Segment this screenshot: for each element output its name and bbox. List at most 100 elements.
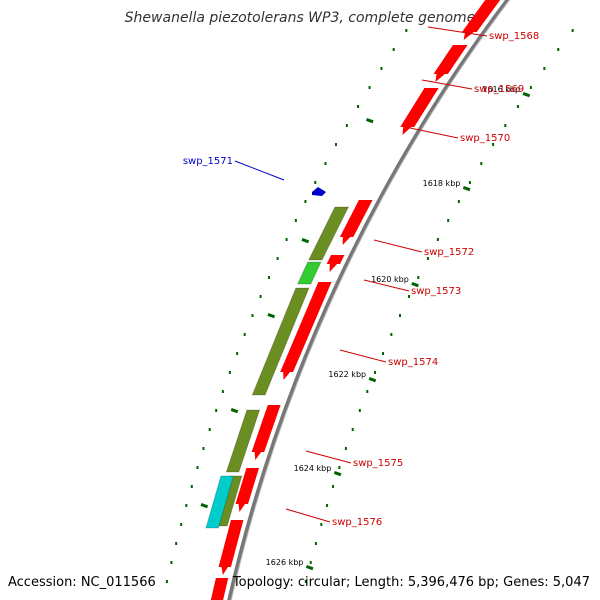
inner-scale-dot (457, 200, 460, 203)
inner-scale-dot (504, 124, 507, 127)
outer-scale-dot (324, 162, 327, 165)
outer-scale-dot (304, 200, 307, 203)
map-title: Shewanella piezotolerans WP3, complete g… (125, 10, 476, 26)
forward-cds-arrow (326, 255, 345, 272)
outer-scale-dot (276, 257, 279, 260)
inner-scale-dot (338, 466, 341, 469)
inner-scale-dot (314, 542, 317, 545)
gene-leader-line (427, 26, 488, 37)
outer-scale-dot (236, 352, 239, 355)
inner-scale-dot (390, 333, 393, 336)
gene-label: swp_1576 (332, 517, 382, 528)
scale-dot-ring (165, 29, 574, 583)
outer-scale-dot (202, 447, 205, 450)
backbone-arc (227, 0, 511, 600)
inner-scale-dot (417, 276, 420, 279)
outer-scale-dot (190, 485, 193, 488)
tick-label: 1616 kbp (482, 85, 520, 94)
forward-cds-arrow (218, 520, 244, 575)
gene-label: swp_1574 (388, 357, 438, 368)
gene-leader-line (234, 160, 285, 181)
inner-scale-dot (492, 143, 495, 146)
gene-label: swp_1573 (411, 286, 461, 297)
outer-scale-dot (185, 504, 188, 507)
outer-scale-dot (357, 105, 360, 108)
outer-scale-dot (175, 542, 178, 545)
gene-leader-line (363, 279, 410, 292)
gene-leader-line (421, 79, 473, 90)
forward-cds-arrow (210, 578, 229, 600)
inner-scale-dot (309, 561, 312, 564)
feature-bar-olive (225, 409, 261, 473)
major-tick-mark (305, 565, 314, 571)
major-tick-mark (522, 92, 531, 98)
outer-scale-dot (215, 409, 218, 412)
outer-scale-dot (405, 29, 408, 32)
outer-track-mark (200, 503, 209, 509)
major-tick-mark (411, 282, 419, 288)
gene-label: swp_1569 (474, 84, 524, 95)
inner-scale-dot (332, 485, 335, 488)
inner-scale-dot (399, 314, 402, 317)
outer-scale-dot (334, 143, 337, 146)
gene-label: swp_1575 (353, 458, 403, 469)
accession-text: Accession: NC_011566 (8, 575, 156, 590)
forward-cds-arrow (400, 88, 439, 135)
feature-bar-cyan (205, 475, 235, 529)
inner-scale-dot (447, 219, 450, 222)
forward-cds-arrow (280, 282, 332, 380)
genome-backbone (227, 0, 511, 600)
outer-track-mark (365, 118, 374, 124)
gene-leader-line (285, 508, 331, 523)
inner-scale-dot (358, 409, 361, 412)
major-tick-mark (368, 377, 377, 383)
inner-scale-dot (480, 162, 483, 165)
genome-summary-text: Topology: circular; Length: 5,396,476 bp… (232, 575, 590, 590)
forward-cds-arrow (433, 45, 468, 82)
major-tick-mark (462, 186, 471, 192)
inner-scale-dot (571, 29, 574, 32)
outer-scale-dot (180, 523, 183, 526)
feature-tracks (200, 0, 501, 600)
outer-scale-dot (251, 314, 254, 317)
outer-scale-dot (196, 466, 199, 469)
gene-leader-line (339, 349, 387, 363)
inner-scale-dot (426, 257, 429, 260)
gene-leader-line (409, 127, 459, 139)
forward-cds-arrow (251, 405, 281, 460)
outer-scale-dot (243, 333, 246, 336)
gene-label: swp_1568 (489, 31, 539, 42)
outer-scale-dot (170, 561, 173, 564)
outer-track-mark (230, 408, 239, 414)
reverse-cds-arrow (312, 187, 326, 196)
inner-scale-dot (326, 504, 329, 507)
outer-scale-dot (259, 295, 262, 298)
outer-track-mark (267, 313, 276, 319)
inner-scale-dot (407, 295, 410, 298)
inner-scale-dot (320, 523, 323, 526)
tick-label: 1626 kbp (266, 558, 304, 567)
inner-scale-dot (543, 67, 546, 70)
inner-scale-dot (436, 238, 439, 241)
feature-bar-green (296, 261, 322, 285)
inner-scale-dot (304, 580, 307, 583)
inner-scale-dot (344, 447, 347, 450)
gene-labels: swp_1568 swp_1569 swp_1570 swp_1571 swp_1572… (183, 26, 539, 528)
outer-track-mark (301, 238, 310, 244)
forward-cds-arrow (339, 200, 373, 245)
gene-leader-line (305, 450, 352, 464)
gene-label: swp_1572 (424, 247, 474, 258)
outer-scale-dot (285, 238, 288, 241)
outer-scale-dot (368, 86, 371, 89)
gene-label: swp_1570 (460, 133, 510, 144)
outer-scale-dot (228, 371, 231, 374)
inner-scale-dot (529, 86, 532, 89)
feature-bar-olive (307, 206, 350, 261)
tick-label: 1620 kbp (371, 275, 409, 284)
tick-label: 1622 kbp (328, 370, 366, 379)
outer-scale-dot (345, 124, 348, 127)
inner-scale-dot (351, 428, 354, 431)
tick-label: 1624 kbp (294, 464, 332, 473)
tick-label: 1618 kbp (423, 179, 461, 188)
major-tick-mark (333, 471, 342, 477)
